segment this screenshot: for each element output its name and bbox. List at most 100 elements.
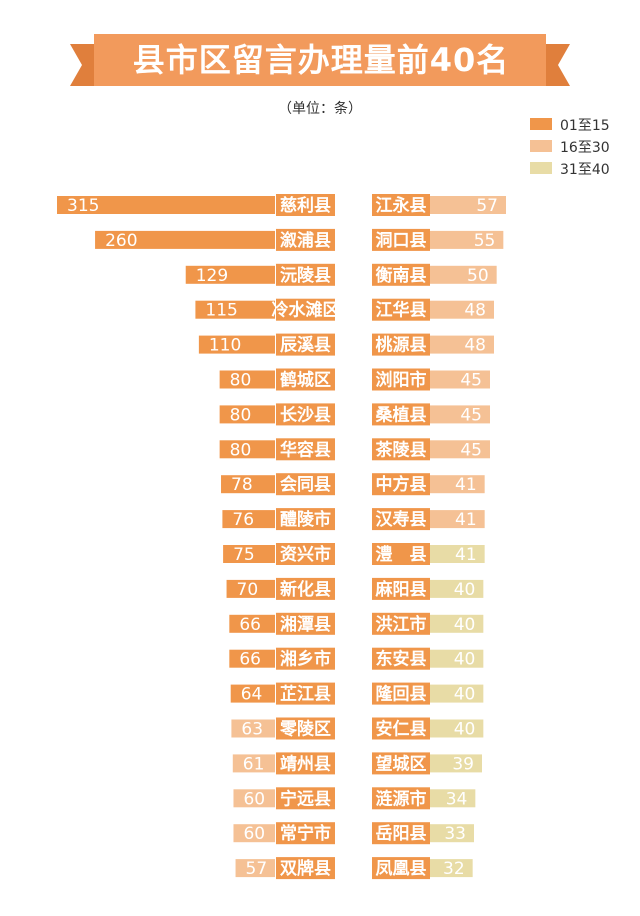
bar <box>430 719 484 738</box>
data-label: 41 <box>455 545 477 565</box>
data-label: 110 <box>209 336 241 356</box>
data-label: 57 <box>246 859 268 879</box>
bar <box>195 300 275 319</box>
category-label: 凤凰县 <box>376 859 427 879</box>
bar <box>185 265 275 284</box>
name-label-bg <box>372 368 430 391</box>
data-label: 48 <box>464 336 486 356</box>
data-label: 45 <box>460 371 482 391</box>
data-label: 115 <box>205 301 237 321</box>
bar <box>430 196 506 214</box>
category-label: 冷水滩区 <box>272 300 340 321</box>
name-label-bg <box>276 368 335 391</box>
title-banner <box>70 34 570 86</box>
banner-ribbon-left <box>70 44 100 86</box>
bar <box>430 789 476 808</box>
category-label: 望城区 <box>376 753 427 774</box>
name-label-bg <box>276 577 335 600</box>
bar <box>430 510 485 529</box>
category-label: 辰溪县 <box>280 336 331 356</box>
unit-label: （单位：条） <box>278 101 362 117</box>
category-label: 汉寿县 <box>376 509 427 530</box>
name-label-bg <box>372 787 430 810</box>
data-label: 57 <box>476 196 498 216</box>
bar <box>57 196 275 214</box>
name-label-bg <box>276 682 335 705</box>
category-label: 会同县 <box>280 474 331 495</box>
data-label: 66 <box>239 650 261 670</box>
data-label: 34 <box>446 789 468 809</box>
bar <box>430 230 504 249</box>
bar <box>235 859 275 878</box>
data-label: 41 <box>455 475 477 495</box>
data-label: 80 <box>230 440 252 460</box>
data-label: 61 <box>243 754 265 774</box>
category-label: 东安县 <box>376 649 427 670</box>
category-label: 醴陵市 <box>280 509 331 530</box>
bar <box>230 684 275 703</box>
bar <box>226 579 275 598</box>
bar <box>430 300 494 319</box>
name-label-bg <box>372 857 430 880</box>
data-label: 315 <box>67 196 99 216</box>
data-label: 40 <box>454 720 476 740</box>
data-label: 45 <box>460 405 482 425</box>
category-label: 长沙县 <box>280 404 331 425</box>
name-label-bg <box>276 787 335 810</box>
category-label: 洪江市 <box>376 614 427 635</box>
name-label-bg <box>276 298 335 321</box>
bar <box>430 684 484 703</box>
name-label-bg <box>372 612 430 635</box>
category-label: 沅陵县 <box>280 265 331 286</box>
bar <box>233 789 275 808</box>
data-label: 66 <box>239 615 261 635</box>
category-label: 华容县 <box>280 439 331 460</box>
data-label: 40 <box>454 615 476 635</box>
bar <box>233 824 275 843</box>
category-label: 衡南县 <box>376 265 427 286</box>
data-label: 40 <box>454 650 476 670</box>
category-label: 江华县 <box>376 300 427 321</box>
bar <box>430 265 497 284</box>
data-label: 41 <box>455 510 477 530</box>
legend-swatch <box>530 118 552 130</box>
name-label-bg <box>276 263 335 286</box>
name-label-bg <box>372 543 430 565</box>
category-label: 麻阳县 <box>375 579 427 600</box>
name-label-bg <box>372 717 430 740</box>
legend-label: 16至30 <box>560 140 610 156</box>
name-label-bg <box>372 577 430 600</box>
name-label-bg <box>372 822 430 845</box>
name-label-bg <box>276 717 335 740</box>
name-label-bg <box>276 612 335 635</box>
category-label: 常宁市 <box>280 823 331 844</box>
bar <box>95 230 275 249</box>
data-label: 55 <box>474 231 496 251</box>
data-label: 63 <box>241 720 263 740</box>
category-label: 茶陵县 <box>376 439 427 460</box>
name-label-bg <box>372 298 430 321</box>
category-label: 靖州县 <box>280 754 331 774</box>
category-label: 双牌县 <box>280 858 331 879</box>
bar <box>219 405 275 424</box>
legend-label: 31至40 <box>560 162 610 178</box>
name-label-bg <box>372 508 430 531</box>
data-label: 75 <box>233 545 255 565</box>
name-label-bg <box>372 682 430 705</box>
bar <box>229 614 275 633</box>
bar <box>430 405 490 424</box>
category-label: 隆回县 <box>376 684 427 705</box>
data-label: 32 <box>443 859 465 879</box>
bar <box>198 335 275 354</box>
category-label: 鹤城区 <box>280 370 331 391</box>
bar <box>430 475 485 494</box>
name-label-bg <box>276 403 335 426</box>
bar <box>219 370 275 389</box>
data-label: 78 <box>231 475 253 495</box>
bar <box>219 440 275 459</box>
category-label: 湘乡市 <box>280 649 331 670</box>
data-label: 60 <box>243 824 265 844</box>
name-label-bg <box>276 473 335 496</box>
category-label: 澧 县 <box>376 544 427 565</box>
data-label: 76 <box>232 510 254 530</box>
